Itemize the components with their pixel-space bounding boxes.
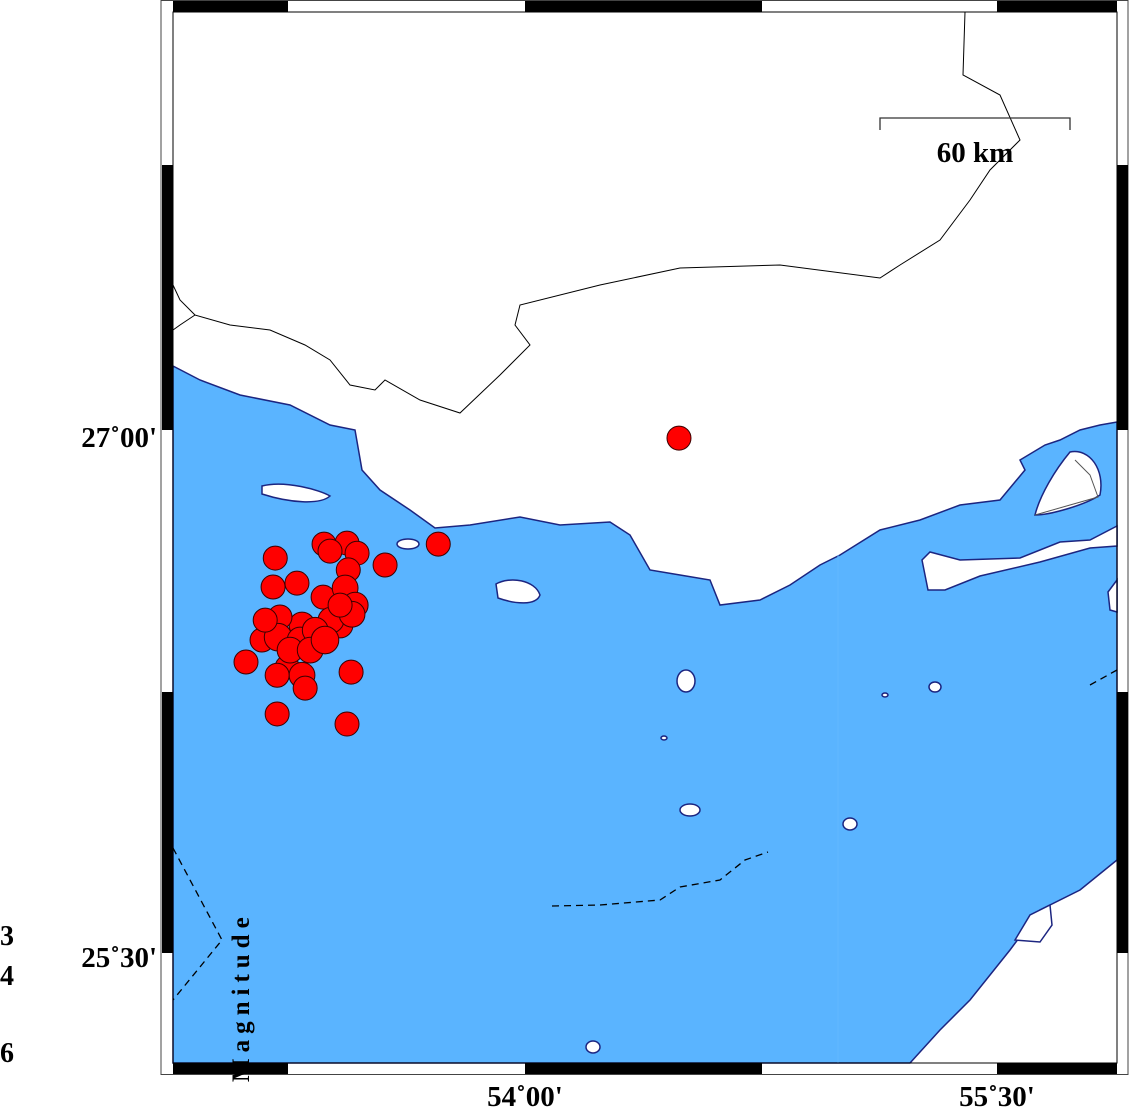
- scale-bar-label: 60 km: [937, 137, 1014, 169]
- island: [495, 579, 541, 604]
- island: [585, 1040, 601, 1054]
- lon-tick-label: 54˚00': [487, 1081, 563, 1112]
- island: [396, 538, 420, 550]
- earthquake-marker: [284, 570, 310, 596]
- maritime-boundaries: [172, 669, 1118, 1001]
- lat-tick-label: 27˚00': [81, 422, 157, 454]
- dashed-boundary: [551, 851, 769, 907]
- earthquake-marker: [666, 425, 692, 451]
- axis-labels: 27˚00' 25˚30' 54˚00' 55˚30': [81, 422, 1035, 1112]
- scale-bar: 60 km: [879, 117, 1071, 169]
- scale-bar-line: [879, 117, 1071, 130]
- earthquake-marker: [264, 662, 290, 688]
- lat-tick-label: 25˚30': [81, 942, 157, 974]
- magnitude-legend: 3 4 6 Magnitude: [0, 911, 255, 1082]
- earthquake-marker: [292, 675, 318, 701]
- border-line: [1034, 459, 1099, 516]
- island: [881, 692, 889, 698]
- legend-label: 4: [0, 961, 14, 992]
- earthquake-marker: [334, 711, 360, 737]
- border-line: [172, 284, 196, 316]
- legend-label: 6: [0, 1038, 14, 1069]
- island: [676, 669, 696, 693]
- island: [842, 817, 858, 831]
- island: [660, 735, 668, 741]
- island: [1013, 903, 1053, 943]
- border-line: [172, 11, 1021, 414]
- earthquake-marker: [425, 531, 451, 557]
- earthquake-marker: [260, 574, 286, 600]
- island: [1034, 450, 1102, 516]
- island: [928, 681, 942, 693]
- lon-tick-label: 55˚30': [959, 1081, 1035, 1112]
- earthquake-marker: [338, 659, 364, 685]
- islands: [261, 450, 1118, 1054]
- dashed-boundary: [1089, 669, 1118, 686]
- earthquake-marker: [317, 538, 343, 564]
- legend-title: Magnitude: [228, 911, 255, 1082]
- island: [921, 524, 1118, 591]
- earthquake-marker: [252, 607, 278, 633]
- map-frame: [160, 0, 1129, 1075]
- island: [679, 803, 701, 817]
- earthquake-marker: [233, 649, 259, 675]
- map-area: 60 km: [172, 11, 1118, 1064]
- earthquake-marker: [264, 701, 290, 727]
- earthquake-marker: [262, 545, 288, 571]
- island: [261, 483, 332, 503]
- earthquake-marker: [327, 592, 353, 618]
- legend-label: 3: [0, 921, 14, 952]
- earthquake-marker: [310, 625, 340, 655]
- earthquake-events: [233, 425, 692, 737]
- earthquake-marker: [372, 552, 398, 578]
